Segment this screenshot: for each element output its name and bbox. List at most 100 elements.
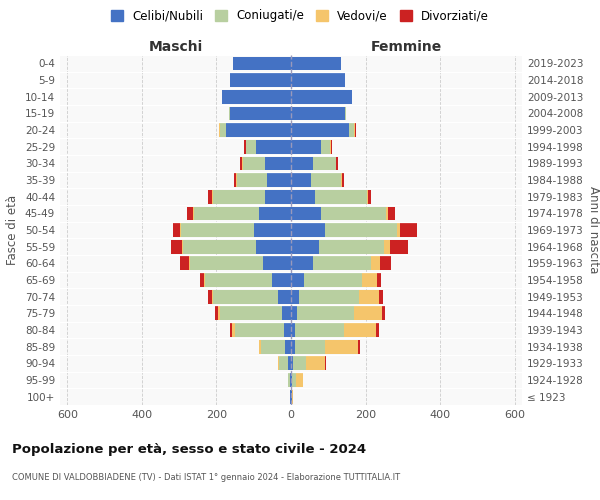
Bar <box>245 140 246 153</box>
Bar <box>180 223 181 237</box>
Bar <box>355 123 356 137</box>
Bar <box>291 56 341 70</box>
Bar <box>220 123 226 137</box>
Bar <box>242 156 265 170</box>
Bar <box>296 306 355 320</box>
Bar <box>291 190 315 203</box>
Bar <box>226 123 291 137</box>
Bar <box>336 156 337 170</box>
Text: Maschi: Maschi <box>148 40 203 54</box>
Bar <box>304 273 362 287</box>
Bar <box>376 323 379 337</box>
Bar <box>384 240 390 254</box>
Bar <box>377 273 381 287</box>
Bar <box>173 223 180 237</box>
Bar <box>341 173 342 187</box>
Bar <box>325 356 326 370</box>
Bar <box>291 306 296 320</box>
Bar <box>291 206 321 220</box>
Bar <box>291 323 295 337</box>
Bar <box>291 373 292 387</box>
Bar <box>293 356 306 370</box>
Bar <box>288 356 291 370</box>
Bar <box>235 323 284 337</box>
Bar <box>291 356 293 370</box>
Bar <box>321 206 386 220</box>
Bar <box>319 240 384 254</box>
Bar <box>330 140 331 153</box>
Bar <box>259 206 291 220</box>
Bar <box>362 273 377 287</box>
Bar <box>313 256 371 270</box>
Bar <box>291 273 304 287</box>
Bar <box>368 190 371 203</box>
Bar <box>386 206 388 220</box>
Bar <box>265 190 291 203</box>
Bar <box>291 240 319 254</box>
Bar <box>379 290 383 304</box>
Bar <box>278 356 279 370</box>
Bar <box>291 256 313 270</box>
Bar <box>359 290 379 304</box>
Text: COMUNE DI VALDOBBIADENE (TV) - Dati ISTAT 1° gennaio 2024 - Elaborazione TUTTITA: COMUNE DI VALDOBBIADENE (TV) - Dati ISTA… <box>12 472 400 482</box>
Text: Popolazione per età, sesso e stato civile - 2024: Popolazione per età, sesso e stato civil… <box>12 442 366 456</box>
Bar <box>397 223 400 237</box>
Bar <box>246 140 256 153</box>
Bar <box>182 240 183 254</box>
Bar <box>183 240 256 254</box>
Bar <box>208 290 212 304</box>
Bar <box>291 73 345 87</box>
Bar <box>222 90 291 104</box>
Bar <box>230 323 232 337</box>
Bar <box>190 256 263 270</box>
Bar <box>400 223 417 237</box>
Bar <box>295 340 325 353</box>
Bar <box>367 190 368 203</box>
Bar <box>272 273 291 287</box>
Bar <box>189 256 190 270</box>
Bar <box>325 223 397 237</box>
Bar <box>286 340 291 353</box>
Bar <box>390 240 409 254</box>
Bar <box>311 173 341 187</box>
Bar <box>291 156 313 170</box>
Bar <box>212 190 213 203</box>
Bar <box>237 173 267 187</box>
Bar <box>281 306 291 320</box>
Bar <box>213 190 265 203</box>
Bar <box>306 356 325 370</box>
Bar <box>259 340 261 353</box>
Bar <box>278 290 291 304</box>
Legend: Celibi/Nubili, Coniugati/e, Vedovi/e, Divorziati/e: Celibi/Nubili, Coniugati/e, Vedovi/e, Di… <box>107 6 493 26</box>
Bar <box>290 390 291 404</box>
Bar <box>254 223 291 237</box>
Bar <box>290 373 291 387</box>
Bar <box>279 356 288 370</box>
Text: Femmine: Femmine <box>371 40 442 54</box>
Bar <box>315 190 367 203</box>
Bar <box>291 90 352 104</box>
Bar <box>291 290 299 304</box>
Bar <box>215 306 218 320</box>
Bar <box>263 256 291 270</box>
Bar <box>232 323 235 337</box>
Bar <box>261 340 286 353</box>
Bar <box>187 206 193 220</box>
Bar <box>288 373 290 387</box>
Bar <box>265 156 291 170</box>
Bar <box>212 290 213 304</box>
Y-axis label: Fasce di età: Fasce di età <box>7 195 19 265</box>
Bar <box>291 173 311 187</box>
Bar <box>181 223 254 237</box>
Bar <box>295 323 344 337</box>
Bar <box>267 173 291 187</box>
Bar <box>256 240 291 254</box>
Bar <box>205 273 272 287</box>
Bar <box>219 123 220 137</box>
Bar <box>291 340 295 353</box>
Bar <box>349 123 355 137</box>
Bar <box>337 156 338 170</box>
Bar <box>220 306 281 320</box>
Bar <box>325 340 358 353</box>
Bar <box>296 373 303 387</box>
